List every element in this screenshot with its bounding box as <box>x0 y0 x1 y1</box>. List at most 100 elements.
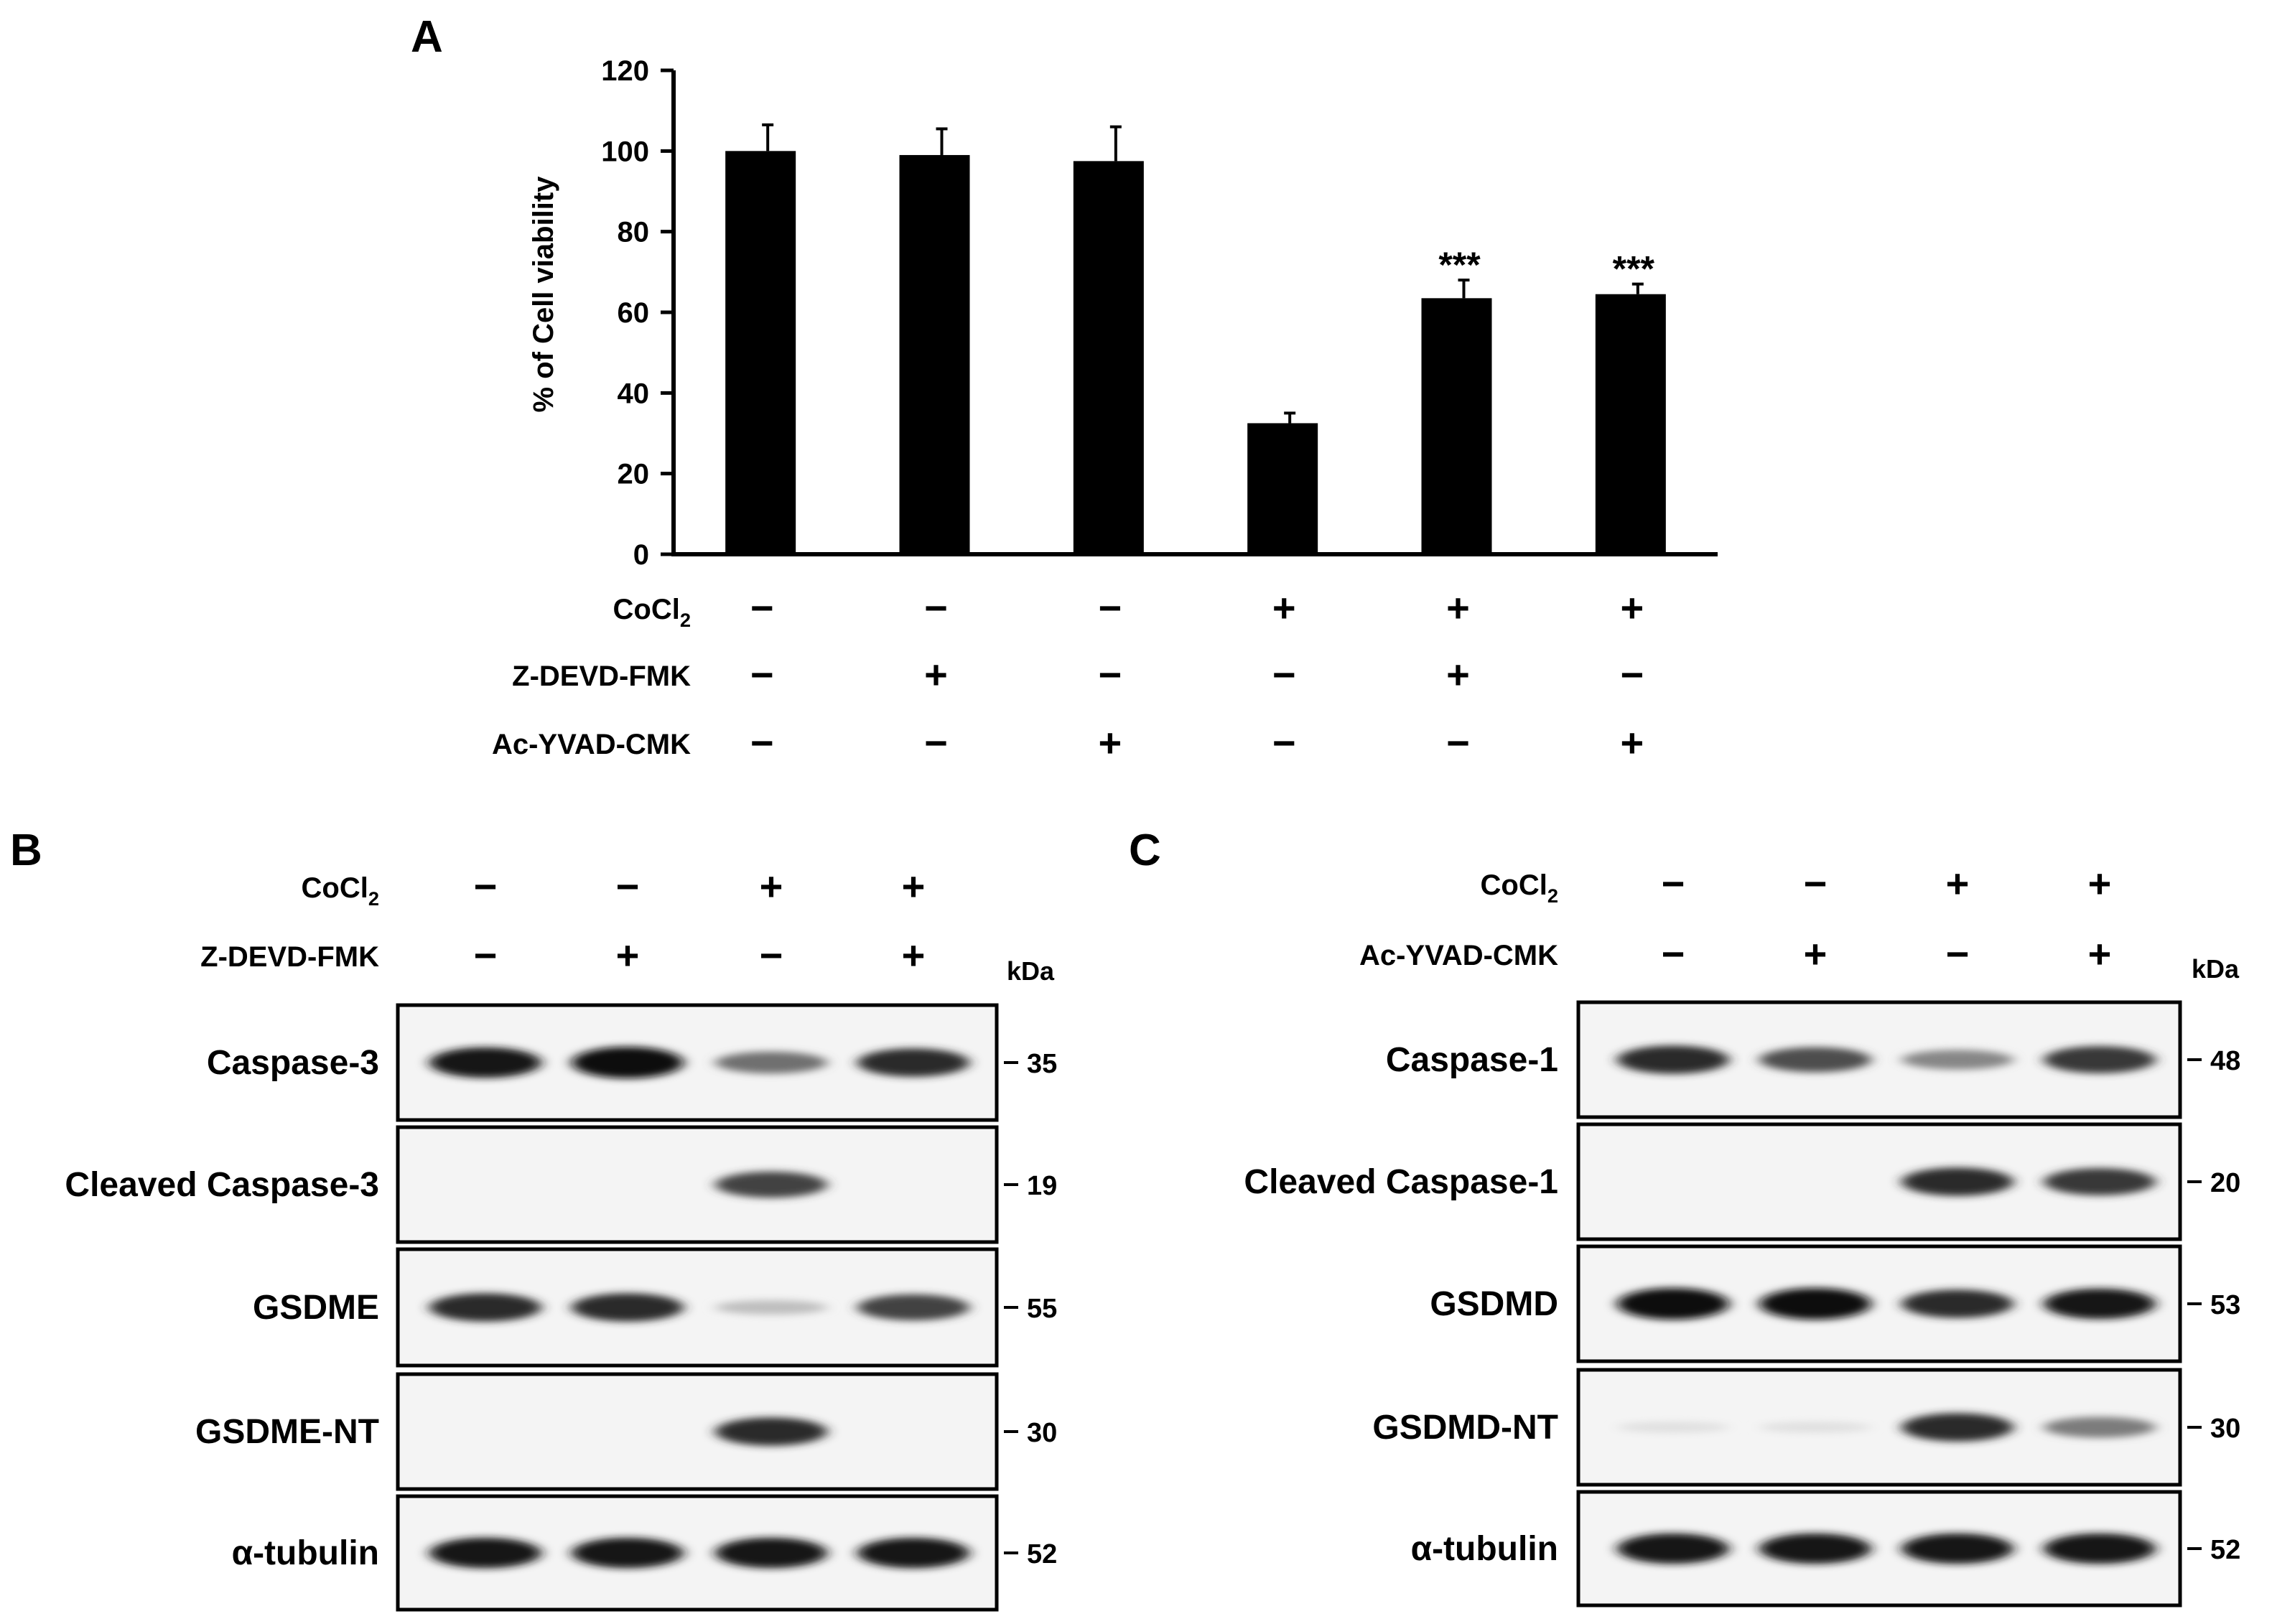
protein-band <box>1617 1533 1729 1564</box>
y-axis-label: % of Cell viability <box>528 176 559 413</box>
blot-label: Caspase-3 <box>207 1044 379 1082</box>
bar <box>725 151 796 555</box>
treatment-mark: − <box>1946 931 1970 976</box>
error-bars <box>762 123 1644 424</box>
y-tick-label: 100 <box>601 136 649 167</box>
blot-row: GSDME 55 <box>253 1247 1057 1368</box>
panel-c-letter: C <box>1129 826 1161 875</box>
treatment-label: Ac-YVAD-CMK <box>1359 940 1558 971</box>
blot-membrane <box>396 1125 999 1244</box>
treatment-mark: − <box>750 585 774 630</box>
treatment-mark: − <box>1662 861 1685 906</box>
treatment-mark: − <box>1446 720 1470 765</box>
chart-axes <box>671 70 1718 556</box>
panel-b-treatments: CoCl2 − − + + Z-DEVD-FMK − + − + <box>200 864 925 978</box>
protein-band <box>1901 1050 2013 1070</box>
treatment-mark: − <box>474 864 498 909</box>
kda-value: 35 <box>1027 1049 1057 1079</box>
panel-c: C CoCl2 − − + + Ac-YVAD-CMK − + − + kDa Caspase-1… <box>1129 826 2240 1607</box>
protein-band <box>715 1051 827 1074</box>
y-tick-label: 20 <box>618 459 650 490</box>
y-tick-label: 60 <box>618 297 650 329</box>
protein-band <box>1901 1289 2013 1318</box>
treatment-mark: − <box>924 720 948 765</box>
y-tick-label: 0 <box>633 539 649 571</box>
kda-value: 20 <box>2210 1168 2240 1198</box>
treatment-mark: − <box>1098 585 1122 630</box>
treatment-mark: − <box>616 864 640 909</box>
treatment-label: CoCl2 <box>1481 869 1558 907</box>
protein-band <box>715 1171 827 1198</box>
y-tick-label: 120 <box>601 55 649 87</box>
treatment-mark: + <box>760 864 783 909</box>
treatment-mark: − <box>750 720 774 765</box>
protein-band <box>1901 1413 2013 1442</box>
bars <box>725 151 1666 555</box>
protein-band <box>572 1293 684 1322</box>
bar <box>899 154 970 554</box>
treatment-label: Z-DEVD-FMK <box>512 661 691 692</box>
protein-band <box>857 1048 969 1077</box>
treatment-mark: − <box>760 933 783 978</box>
treatment-mark: − <box>1620 652 1644 697</box>
blot-row: Caspase-3 35 <box>207 1003 1057 1122</box>
blot-label: α-tubulin <box>232 1534 379 1572</box>
protein-band <box>715 1537 827 1569</box>
treatment-mark: + <box>1272 585 1296 630</box>
treatment-mark: + <box>1098 720 1122 765</box>
blot-label: GSDMD-NT <box>1372 1409 1558 1447</box>
y-ticks: 0 20 40 60 80 100 120 <box>601 55 674 571</box>
kda-value: 52 <box>2210 1535 2240 1565</box>
protein-band <box>1759 1288 1871 1320</box>
protein-band <box>1759 1047 1871 1073</box>
treatment-mark: − <box>750 652 774 697</box>
protein-band <box>429 1293 541 1322</box>
panel-b: B CoCl2 − − + + Z-DEVD-FMK − + − + kDa Caspase-3 3… <box>10 826 1057 1612</box>
protein-band <box>715 1300 827 1315</box>
kda-value: 19 <box>1027 1171 1057 1201</box>
treatment-mark: + <box>2088 931 2112 976</box>
blot-row: Cleaved Caspase-3 19 <box>65 1125 1057 1244</box>
protein-band <box>1617 1288 1729 1320</box>
treatment-label: Z-DEVD-FMK <box>200 941 379 973</box>
significance-marker: *** <box>1613 249 1655 289</box>
treatment-mark: − <box>924 585 948 630</box>
blot-label: GSDMD <box>1430 1285 1558 1323</box>
treatment-mark: + <box>1446 585 1470 630</box>
treatment-mark: + <box>1620 720 1644 765</box>
kda-value: 30 <box>1027 1418 1057 1448</box>
blot-row: α-tubulin 52 <box>232 1494 1057 1612</box>
treatment-label: CoCl2 <box>302 872 379 910</box>
blot-row: Cleaved Caspase-1 20 <box>1244 1122 2240 1241</box>
treatment-mark: − <box>1098 652 1122 697</box>
treatment-mark: − <box>474 933 498 978</box>
protein-band <box>2044 1288 2156 1320</box>
treatment-label: CoCl2 <box>613 594 691 631</box>
protein-band <box>2044 1168 2156 1195</box>
panel-a-letter: A <box>411 12 443 62</box>
treatment-mark: − <box>1272 652 1296 697</box>
bar <box>1421 298 1492 554</box>
treatment-mark: + <box>1804 931 1828 976</box>
protein-band <box>2044 1533 2156 1564</box>
protein-band <box>2044 1046 2156 1073</box>
significance-marker: *** <box>1438 245 1481 285</box>
protein-band <box>1759 1533 1871 1564</box>
blot-row: GSDMD 53 <box>1430 1244 2240 1363</box>
protein-band <box>429 1537 541 1569</box>
significance-annotations: *** *** <box>1438 245 1654 289</box>
treatment-mark: − <box>1662 931 1685 976</box>
protein-band <box>572 1047 684 1078</box>
blot-label: GSDME-NT <box>195 1413 379 1451</box>
treatment-mark: − <box>1272 720 1296 765</box>
treatment-mark: + <box>616 933 640 978</box>
treatment-table: CoCl2 − − − + + + Z-DEVD-FMK − + − − + − Ac-YVAD-CMK − −… <box>492 585 1644 765</box>
protein-band <box>857 1537 969 1569</box>
blot-label: α-tubulin <box>1411 1530 1558 1568</box>
panel-b-letter: B <box>10 826 42 875</box>
blot-row: α-tubulin 52 <box>1411 1490 2240 1607</box>
y-tick-label: 80 <box>618 217 650 248</box>
blot-row: Caspase-1 48 <box>1386 1000 2240 1119</box>
